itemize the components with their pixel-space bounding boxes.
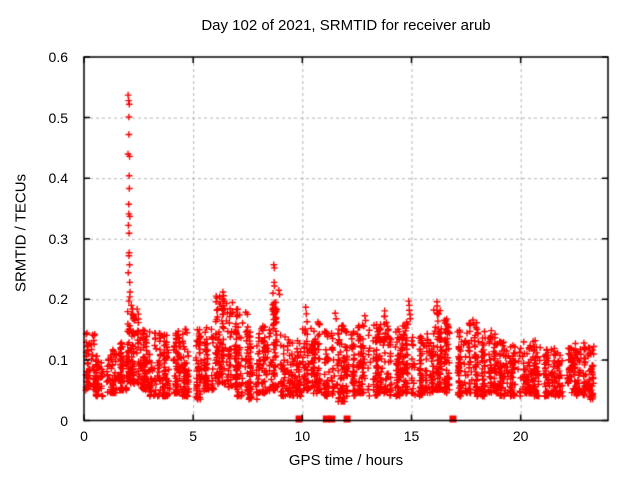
y-tick-label: 0.4: [48, 170, 68, 187]
y-tick-label: 0.2: [48, 291, 68, 308]
y-tick-label: 0: [60, 412, 68, 429]
x-tick-label: 10: [294, 428, 311, 444]
y-tick-label: 0.5: [48, 109, 68, 126]
x-axis-label: GPS time / hours: [288, 452, 404, 469]
y-tick-label: 0.1: [48, 351, 68, 368]
x-tick-label: 20: [512, 428, 529, 444]
x-tick-label: 5: [189, 428, 198, 444]
chart-title: Day 102 of 2021, SRMTID for receiver aru…: [201, 17, 491, 34]
y-tick-label: 0.6: [48, 49, 68, 65]
x-tick-label: 0: [80, 428, 88, 444]
x-tick-label: 15: [403, 428, 420, 444]
y-tick-label: 0.3: [48, 230, 68, 247]
